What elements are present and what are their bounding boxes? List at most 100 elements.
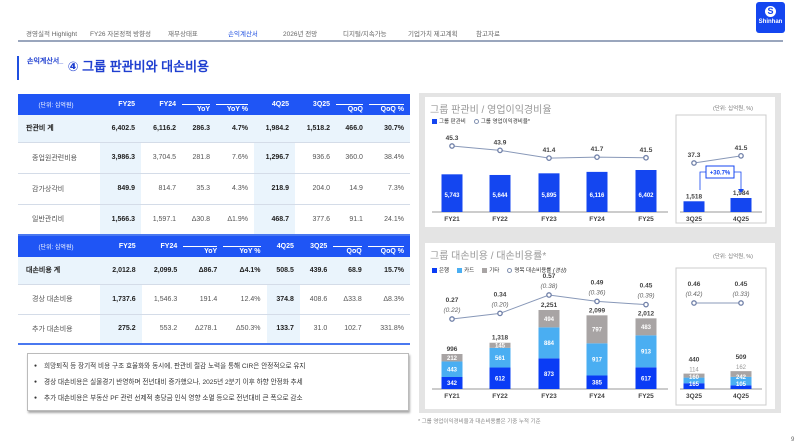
nav-tab[interactable]: 경영실적 Highlight — [26, 31, 78, 38]
x-tick-label: FY22 — [492, 393, 508, 400]
nav-tab[interactable]: 2026년 전망 — [283, 31, 318, 38]
bar-card — [730, 376, 752, 386]
unit-label: (단위: 십억원) — [18, 236, 100, 257]
x-tick-label: 3Q25 — [686, 216, 702, 223]
bar-other — [635, 318, 657, 336]
bar-sga — [586, 171, 608, 212]
recurring-ratio-label: (0.42) — [686, 291, 703, 298]
provision-chart-title: 그룹 대손비용 / 대손비용률* — [430, 251, 547, 262]
row-label: 대손비용 계 — [18, 257, 100, 285]
ratio-label: 37.3 — [688, 152, 701, 159]
total-label: 996 — [447, 346, 458, 353]
legend-circle-icon — [473, 119, 479, 125]
ratio-point — [449, 316, 455, 322]
ratio-point — [546, 155, 552, 161]
table-cell: 408.6 — [299, 284, 334, 315]
ratio-label: 0.45 — [640, 283, 653, 290]
bar-bank — [441, 376, 463, 389]
column-header: FY24 — [141, 236, 184, 257]
bar-label: 1,518 — [686, 193, 703, 200]
table-cell: 1,984.2 — [253, 115, 296, 143]
ratio-label: 41.5 — [735, 145, 748, 152]
ratio-label: 41.5 — [640, 147, 653, 154]
nav-tab[interactable]: 재무상태표 — [168, 31, 198, 38]
table-cell: Δ4.1% — [223, 257, 267, 285]
bar-other — [441, 354, 463, 362]
table-cell: 38.4% — [368, 142, 410, 174]
table-cell: 3,986.3 — [100, 142, 142, 174]
nav-tab[interactable]: 디지털/지속가능 — [343, 31, 387, 38]
table-cell: 1,597.1 — [141, 204, 183, 236]
nav-tab[interactable]: FY26 자본정책 방향성 — [90, 31, 152, 38]
legend-ratio: 그룹 영업이익경비율* — [473, 117, 531, 125]
table-cell: 360.0 — [336, 142, 369, 174]
sga-chart-title: 그룹 판관비 / 영업이익경비율 — [430, 105, 552, 116]
segment-label: 342 — [447, 381, 458, 387]
segment-label: 212 — [447, 356, 458, 362]
ratio-point — [594, 154, 600, 161]
legend-label: 기타 — [489, 268, 500, 274]
total-label: 1,318 — [492, 335, 509, 342]
table-cell: 3,704.5 — [141, 142, 183, 174]
ratio-point — [546, 292, 552, 298]
table-cell: 102.7 — [333, 314, 368, 345]
segment-label: 612 — [495, 376, 506, 382]
segment-label: 561 — [495, 356, 506, 362]
recurring-ratio-label: (0.22) — [444, 307, 461, 314]
total-label: 2,099 — [589, 307, 606, 314]
nav-tab[interactable]: 손익계산서 — [228, 31, 258, 38]
legend-sub: (경상) — [552, 268, 567, 274]
table-cell: 814.7 — [141, 173, 183, 205]
logo-text: Shinhan — [758, 19, 783, 25]
bar-label: 6,402 — [638, 193, 654, 199]
total-label: 509 — [736, 354, 747, 361]
column-header: FY25 — [100, 236, 142, 257]
table-cell: 12.4% — [223, 284, 267, 315]
bar-card — [489, 347, 511, 368]
table-cell: 377.6 — [295, 204, 337, 236]
change-badge — [705, 165, 735, 179]
page-title: 손익계산서_ ④ 그룹 판관비와 대손비용 — [17, 56, 209, 80]
ratio-point — [738, 300, 744, 306]
total-label: 2,012 — [638, 310, 655, 317]
segment-label: 160 — [689, 375, 700, 381]
sga-legend: 그룹 판관비 그룹 영업이익경비율* — [432, 117, 530, 125]
table-cell: 1,737.6 — [100, 284, 142, 315]
column-header: 4Q25 — [266, 236, 300, 257]
nav-tab[interactable]: 기업가치 제고계획 — [408, 31, 458, 38]
column-header: QoQ — [333, 236, 368, 257]
segment-label: 165 — [689, 382, 700, 388]
nav-tab[interactable]: 참고자료 — [476, 31, 500, 38]
recurring-ratio-label: (0.36) — [589, 289, 606, 296]
recurring-ratio-label: (0.38) — [541, 283, 558, 290]
segment-label: 873 — [544, 372, 555, 378]
row-label: 종업원관련비용 — [18, 142, 100, 174]
bar-bank — [586, 375, 608, 389]
x-tick-label: 4Q25 — [733, 393, 749, 400]
table-cell: 331.8% — [367, 314, 410, 345]
table-cell: Δ1.9% — [216, 204, 254, 236]
legend-label: 그룹 영업이익경비율* — [480, 119, 531, 125]
segment-label: 913 — [641, 350, 652, 356]
legend-label: 은행 — [439, 268, 450, 274]
table-row: 대손비용 계 2,012.8 2,099.5 Δ86.7 Δ4.1% 508.5 439.6… — [18, 257, 410, 285]
ratio-label: 0.49 — [591, 279, 604, 286]
legend-card: 카드 — [457, 266, 474, 274]
table-cell: 936.6 — [295, 142, 337, 174]
column-header: QoQ — [336, 94, 369, 115]
table-cell: 4.7% — [216, 115, 254, 143]
table-row: 추가 대손비용 275.2 553.2 Δ278.1 Δ50.3% 133.7 31.0 10… — [18, 314, 410, 345]
ratio-label: 0.34 — [494, 291, 507, 298]
table-cell: Δ8.3% — [367, 284, 410, 315]
table-row: 종업원관련비용 3,986.3 3,704.5 281.8 7.6% 1,296.7 936… — [18, 142, 410, 174]
table-cell: 7.6% — [216, 142, 254, 174]
row-label: 일반관리비 — [18, 204, 100, 236]
table-cell: 7.3% — [368, 173, 410, 205]
bar-card — [635, 335, 657, 368]
table-cell: 218.9 — [253, 173, 296, 205]
segment-label: 917 — [592, 358, 603, 364]
bar-sga — [538, 173, 560, 212]
bar-sga — [635, 170, 657, 212]
bar-sga-quarter — [730, 198, 752, 212]
bar-label: 5,644 — [492, 193, 508, 199]
